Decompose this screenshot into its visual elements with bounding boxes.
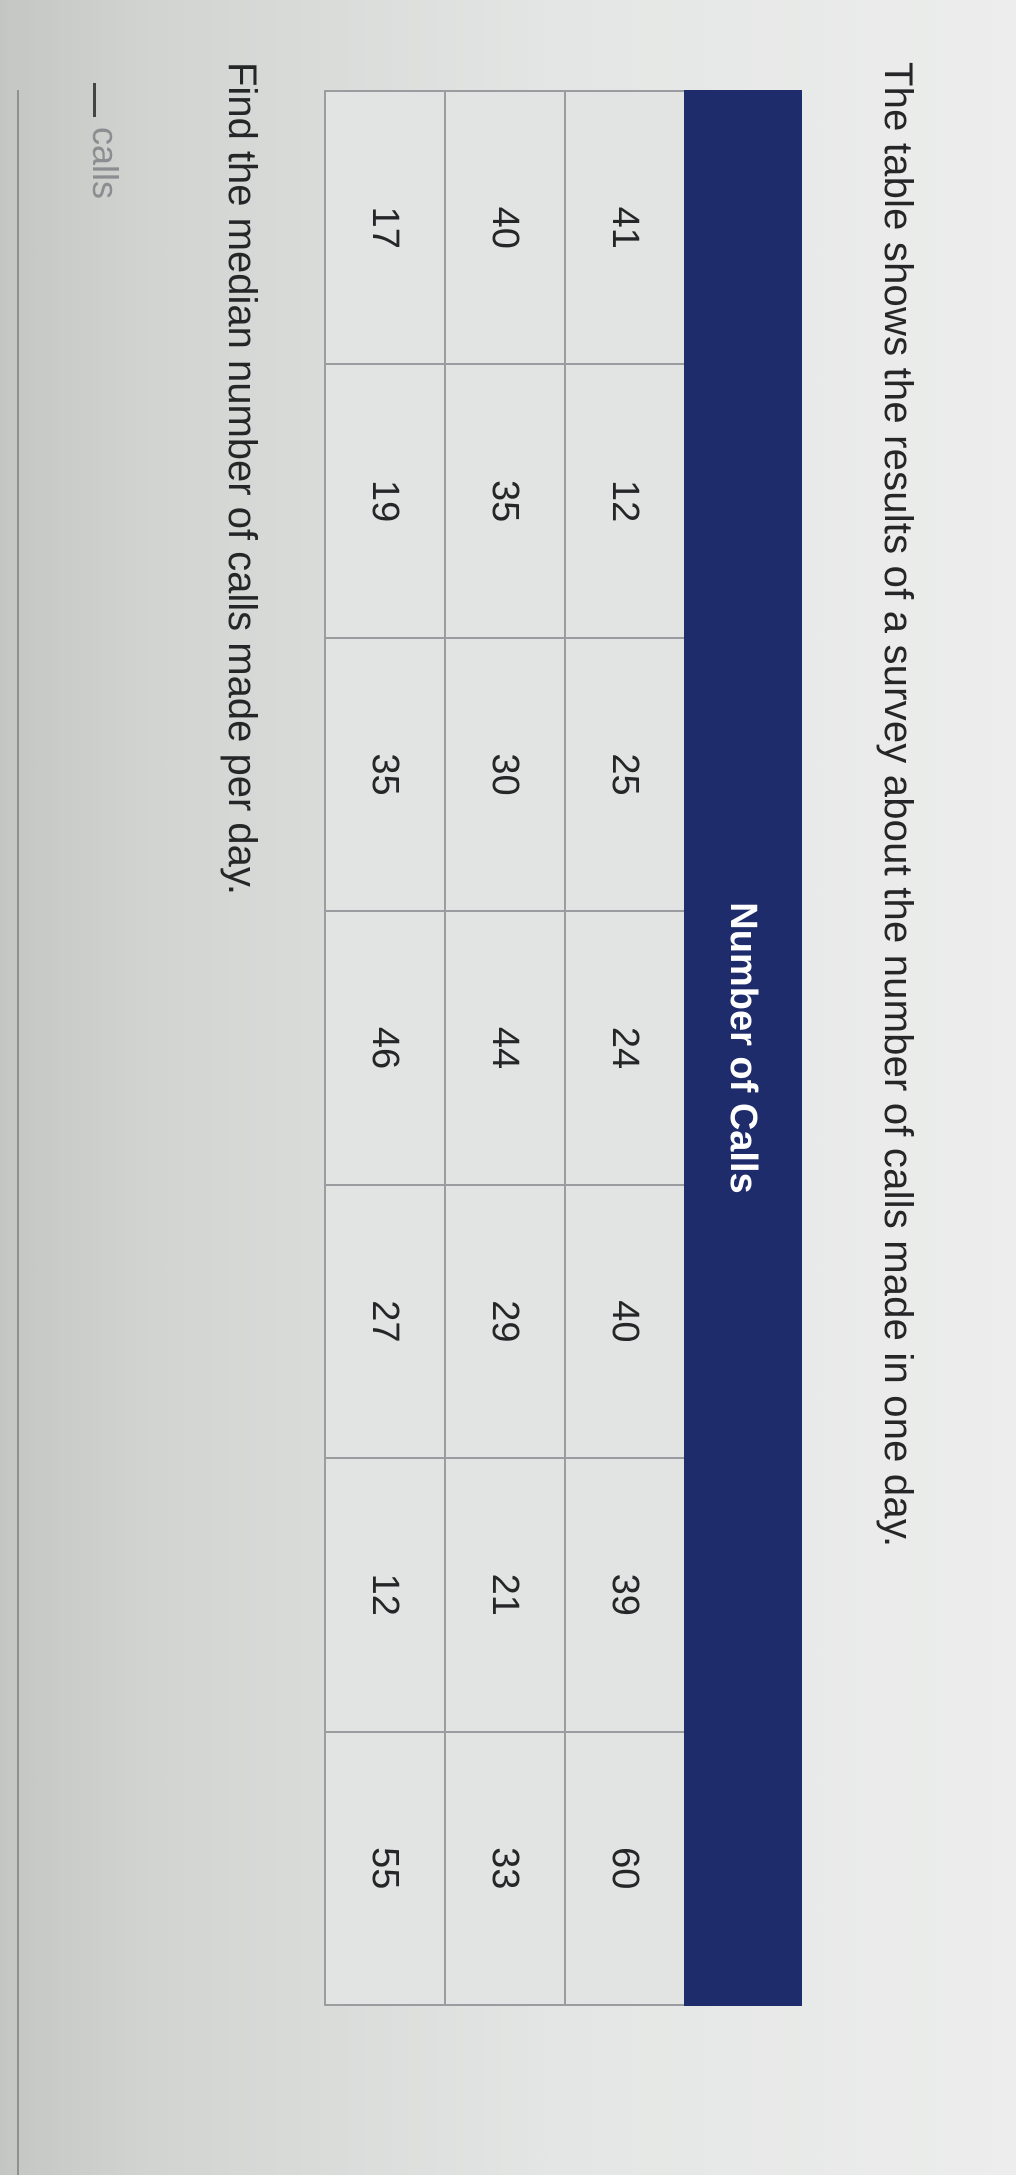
table-cell: 39 <box>565 1458 685 1732</box>
table-cell: 33 <box>445 1731 565 2005</box>
question-text: The table shows the results of a survey … <box>876 62 920 1548</box>
table-cell: 12 <box>565 364 685 638</box>
table-cell: 17 <box>325 91 445 365</box>
table-cell: 21 <box>445 1458 565 1732</box>
table-row: 40 35 30 44 29 21 33 <box>445 91 565 2005</box>
table-cell: 35 <box>445 364 565 638</box>
table-header: Number of Calls <box>685 91 801 2005</box>
table-cell: 12 <box>325 1458 445 1732</box>
table-row: 41 12 25 24 40 39 60 <box>565 91 685 2005</box>
table-cell: 29 <box>445 1184 565 1459</box>
table-cell: 60 <box>565 1731 685 2005</box>
prompt-text: Find the median number of calls made per… <box>220 62 264 896</box>
table-cell: 41 <box>565 91 685 365</box>
table-cell: 19 <box>325 364 445 638</box>
table-cell: 25 <box>565 637 685 912</box>
table-cell: 40 <box>565 1184 685 1459</box>
table-cell: 55 <box>325 1731 445 2005</box>
table-cell: 46 <box>325 911 445 1185</box>
calls-table: Number of Calls 41 12 25 24 40 39 60 40 35 30 44 29… <box>324 90 802 2006</box>
table-cell: 35 <box>325 637 445 912</box>
answer-blank[interactable] <box>93 83 96 117</box>
table-cell: 24 <box>565 911 685 1185</box>
table-row: 17 19 35 46 27 12 55 <box>325 91 445 2005</box>
answer-unit: calls <box>85 127 126 200</box>
answer-box-border <box>17 90 19 2175</box>
table-cell: 44 <box>445 911 565 1185</box>
table-cell: 30 <box>445 637 565 912</box>
table-cell: 40 <box>445 91 565 365</box>
answer-field[interactable]: calls <box>84 83 126 199</box>
table-cell: 27 <box>325 1184 445 1459</box>
